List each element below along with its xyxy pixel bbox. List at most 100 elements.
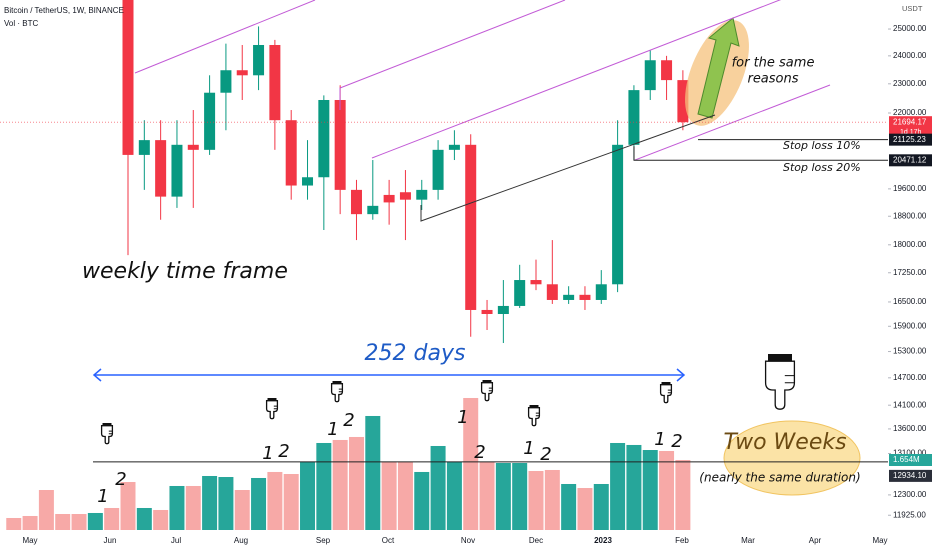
channel-line bbox=[339, 0, 566, 110]
hand-fingers bbox=[273, 405, 278, 410]
channel-line bbox=[371, 0, 782, 159]
volume-label: Vol · BTC bbox=[4, 19, 38, 28]
volume-bar bbox=[251, 477, 267, 530]
y-tick-label: 19600.00 bbox=[893, 184, 927, 193]
hand-icon bbox=[659, 382, 673, 404]
volume-bar bbox=[234, 490, 250, 530]
volume-bar bbox=[169, 485, 185, 530]
wave-label: 1 bbox=[97, 486, 108, 507]
hand-fingers bbox=[488, 387, 493, 392]
stop-loss-line bbox=[633, 146, 888, 161]
duration-ellipse bbox=[723, 420, 861, 496]
volume-bar bbox=[87, 512, 103, 530]
x-tick-label: Aug bbox=[234, 536, 248, 545]
volume-bar bbox=[104, 507, 120, 530]
volume-box bbox=[889, 453, 932, 466]
y-tick-label: 23000.00 bbox=[893, 79, 927, 88]
hand-fingers bbox=[784, 375, 795, 384]
drawings bbox=[92, 0, 861, 496]
candle-body bbox=[432, 149, 444, 190]
volume-bar bbox=[120, 482, 136, 530]
last-price-box bbox=[889, 116, 932, 139]
volume-bar bbox=[659, 450, 675, 530]
x-tick-label: Feb bbox=[675, 536, 689, 545]
volume-bar bbox=[430, 445, 446, 530]
y-tick-label: 12300.00 bbox=[893, 490, 927, 499]
volume-bar bbox=[136, 507, 152, 530]
volume-bar bbox=[185, 485, 201, 530]
x-tick-label: May bbox=[22, 536, 37, 545]
wave-label: 2 bbox=[671, 431, 682, 452]
hand-palm bbox=[100, 425, 114, 445]
candle-body bbox=[171, 144, 183, 197]
y-axis-unit: USDT bbox=[902, 4, 923, 13]
hand-icon bbox=[330, 381, 344, 403]
volume-bar bbox=[381, 461, 397, 530]
target-arrow bbox=[697, 17, 740, 119]
annotation: for the same bbox=[732, 56, 815, 71]
candle-body bbox=[253, 44, 265, 76]
x-tick-label: Sep bbox=[316, 536, 331, 545]
wave-label: 1 bbox=[262, 443, 273, 464]
volume-bar bbox=[593, 483, 609, 530]
volume-bar bbox=[544, 469, 560, 530]
volume-bar bbox=[528, 471, 544, 530]
candle-body bbox=[546, 284, 558, 300]
candle-body bbox=[269, 44, 281, 121]
x-tick-label: Nov bbox=[461, 536, 475, 545]
volume-bar bbox=[71, 514, 87, 530]
volume-bar bbox=[675, 459, 691, 530]
candle-body bbox=[579, 294, 591, 300]
arrow-head bbox=[92, 368, 102, 382]
candle-body bbox=[138, 140, 150, 155]
candle-body bbox=[661, 60, 673, 81]
x-tick-label: Jul bbox=[171, 536, 181, 545]
candle-body bbox=[481, 309, 493, 315]
channel-line bbox=[134, 0, 316, 74]
volume-bar bbox=[218, 477, 234, 530]
x-tick-label: 2023 bbox=[594, 536, 612, 545]
candle-body bbox=[448, 144, 460, 150]
candle-body bbox=[530, 280, 542, 285]
candle-body bbox=[644, 60, 656, 91]
last-price-label: 21694.17 bbox=[893, 117, 927, 126]
price-box bbox=[889, 154, 932, 167]
x-tick-label: May bbox=[872, 536, 887, 545]
candle-body bbox=[612, 144, 624, 285]
candle-body bbox=[155, 140, 167, 197]
hand-fingers bbox=[667, 389, 672, 394]
annotation: Stop loss 20% bbox=[783, 161, 861, 174]
annotation: 252 days bbox=[365, 341, 466, 366]
annotation: weekly time frame bbox=[82, 259, 288, 284]
hand-cuff bbox=[482, 380, 492, 383]
y-tick-label: 22000.00 bbox=[893, 108, 927, 117]
price-box bbox=[889, 133, 932, 146]
wave-label: 2 bbox=[343, 410, 354, 431]
volume-bar bbox=[397, 461, 413, 530]
countdown-label: 1d 17h bbox=[900, 129, 922, 136]
candle-body bbox=[416, 189, 428, 200]
y-tick-label: 15900.00 bbox=[893, 321, 927, 330]
y-tick-label: 17250.00 bbox=[893, 268, 927, 277]
x-tick-label: Oct bbox=[382, 536, 395, 545]
y-tick-label: 13600.00 bbox=[893, 424, 927, 433]
y-tick-label: 25000.00 bbox=[893, 24, 927, 33]
candle-body bbox=[677, 80, 689, 123]
volume-bar bbox=[577, 488, 593, 530]
volume-bar bbox=[561, 483, 577, 530]
volume-bar bbox=[414, 471, 430, 530]
price-box bbox=[889, 469, 932, 482]
candle-body bbox=[334, 99, 346, 190]
annotation: Two Weeks bbox=[723, 430, 846, 455]
volume-bar bbox=[512, 463, 528, 530]
x-tick-label: Dec bbox=[529, 536, 543, 545]
candle-body bbox=[220, 70, 232, 93]
volume-bar bbox=[365, 415, 381, 530]
annotation: (nearly the same duration) bbox=[699, 471, 860, 485]
candle-body bbox=[628, 90, 640, 145]
y-tick-label: 24000.00 bbox=[893, 51, 927, 60]
volume-bar bbox=[6, 517, 22, 530]
candle-body bbox=[350, 189, 362, 215]
y-tick-label: 16500.00 bbox=[893, 297, 927, 306]
volume-bar bbox=[348, 436, 364, 530]
